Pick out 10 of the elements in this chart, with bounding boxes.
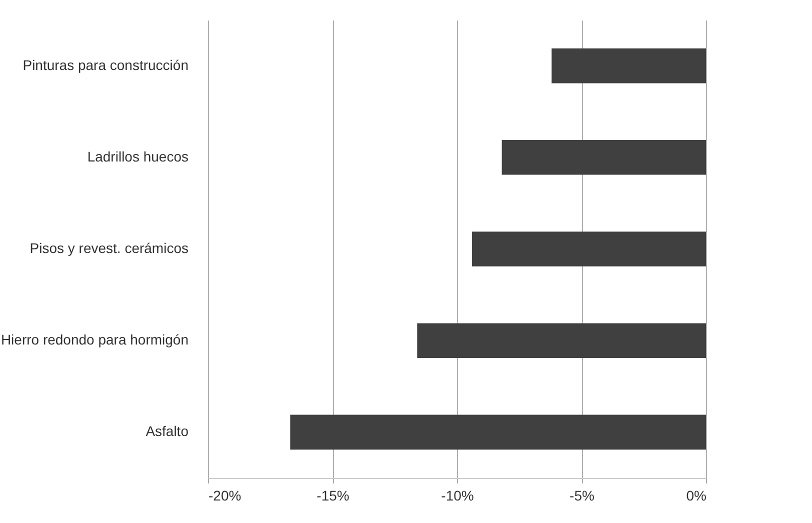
x-tick-label: -20% (208, 488, 242, 504)
x-tick-label: -10% (441, 488, 474, 504)
y-tick-label: Pinturas para construcción (22, 56, 188, 73)
y-tick-label: Pisos y revest. cerámicos (30, 240, 188, 256)
y-tick-label: Hierro redondo para hormigón (0, 332, 188, 348)
x-tick-label: -5% (570, 488, 594, 504)
y-tick-label: Asfalto (146, 423, 189, 440)
x-tick-label: 0% (686, 488, 706, 504)
x-tick-label: -15% (316, 488, 350, 504)
y-tick-label: Ladrillos huecos (87, 148, 188, 164)
